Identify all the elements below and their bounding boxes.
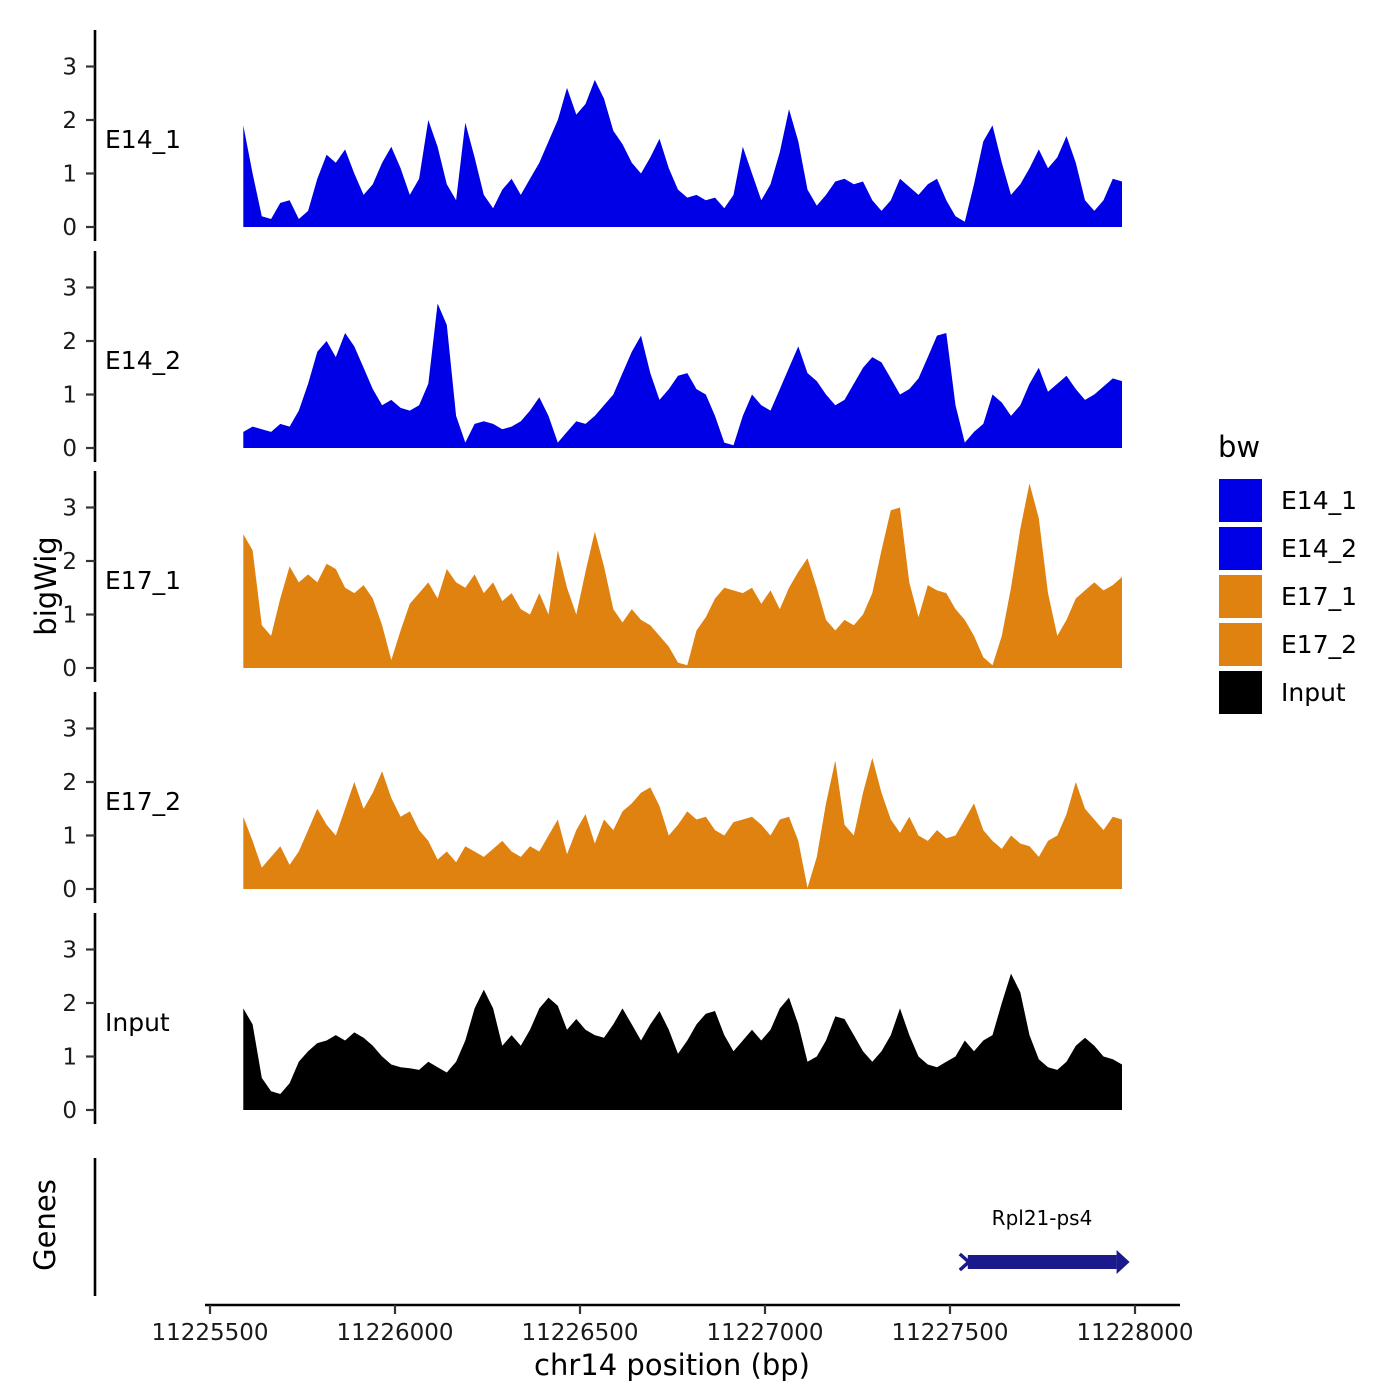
track-label-E17_1: E17_1 — [105, 566, 182, 595]
coverage-area-Input — [243, 973, 1123, 1110]
y-tick-label-Input-0: 0 — [62, 1098, 77, 1124]
legend-item-E17_2: E17_2 — [1218, 620, 1357, 668]
legend-item-E14_2: E14_2 — [1218, 524, 1357, 572]
legend-swatch-Input — [1218, 669, 1263, 715]
y-tick-label-E14_2-2: 2 — [62, 329, 77, 355]
genes-axis-title: Genes — [28, 1179, 62, 1271]
y-tick-label-E14_1-3: 3 — [62, 55, 77, 81]
gene-end-arrow-icon — [1116, 1250, 1130, 1274]
legend-item-E14_1: E14_1 — [1218, 476, 1357, 524]
legend-label-E14_1: E14_1 — [1281, 485, 1358, 515]
track-label-E14_1: E14_1 — [105, 125, 182, 154]
coverage-area-E14_2 — [243, 303, 1123, 448]
y-tick-label-Input-1: 1 — [62, 1045, 77, 1071]
y-tick-label-E17_2-2: 2 — [62, 770, 77, 796]
legend-label-E17_2: E17_2 — [1281, 629, 1358, 659]
x-tick-label-11226000: 11226000 — [336, 1320, 453, 1346]
gene-label: Rpl21-ps4 — [991, 1206, 1093, 1230]
legend-title: bw — [1218, 430, 1261, 464]
gene-body — [967, 1255, 1117, 1269]
legend-swatch-E17_2 — [1218, 621, 1263, 667]
track-label-Input: Input — [105, 1008, 170, 1037]
track-label-E17_2: E17_2 — [105, 787, 182, 816]
legend-item-Input: Input — [1218, 668, 1357, 716]
x-axis-title: chr14 position (bp) — [534, 1348, 810, 1382]
legend-label-Input: Input — [1281, 677, 1346, 707]
y-tick-label-Input-2: 2 — [62, 991, 77, 1017]
y-tick-label-E14_1-0: 0 — [62, 215, 77, 241]
y-tick-label-E17_2-1: 1 — [62, 824, 77, 850]
y-axis-title: bigWig — [29, 536, 63, 636]
x-tick-label-11225500: 11225500 — [151, 1320, 268, 1346]
y-tick-label-Input-3: 3 — [62, 938, 77, 964]
legend-swatch-E14_2 — [1218, 525, 1263, 571]
y-tick-label-E17_1-0: 0 — [62, 656, 77, 682]
legend-label-E17_1: E17_1 — [1281, 581, 1358, 611]
legend: E14_1 E14_2 E17_1 E17_2 Input — [1218, 476, 1357, 716]
x-tick-label-11226500: 11226500 — [521, 1320, 638, 1346]
track-label-E14_2: E14_2 — [105, 346, 182, 375]
y-tick-label-E17_1-3: 3 — [62, 496, 77, 522]
y-tick-label-E17_1-2: 2 — [62, 549, 77, 575]
coverage-area-E17_1 — [243, 483, 1123, 668]
gene-strand-arrow-icon — [958, 1252, 972, 1272]
x-tick-label-11228000: 11228000 — [1076, 1320, 1193, 1346]
coverage-area-E17_2 — [243, 757, 1123, 889]
x-tick-label-11227000: 11227000 — [706, 1320, 823, 1346]
y-tick-label-E17_1-1: 1 — [62, 603, 77, 629]
legend-item-E17_1: E17_1 — [1218, 572, 1357, 620]
y-tick-label-E17_2-3: 3 — [62, 717, 77, 743]
legend-swatch-E17_1 — [1218, 573, 1263, 619]
y-tick-label-E14_2-3: 3 — [62, 276, 77, 302]
legend-label-E14_2: E14_2 — [1281, 533, 1358, 563]
y-tick-label-E14_2-1: 1 — [62, 383, 77, 409]
x-tick-label-11227500: 11227500 — [891, 1320, 1008, 1346]
y-tick-label-E14_1-1: 1 — [62, 162, 77, 188]
coverage-area-E14_1 — [243, 79, 1123, 228]
y-tick-label-E17_2-0: 0 — [62, 877, 77, 903]
y-tick-label-E14_1-2: 2 — [62, 108, 77, 134]
y-tick-label-E14_2-0: 0 — [62, 436, 77, 462]
legend-swatch-E14_1 — [1218, 477, 1263, 523]
